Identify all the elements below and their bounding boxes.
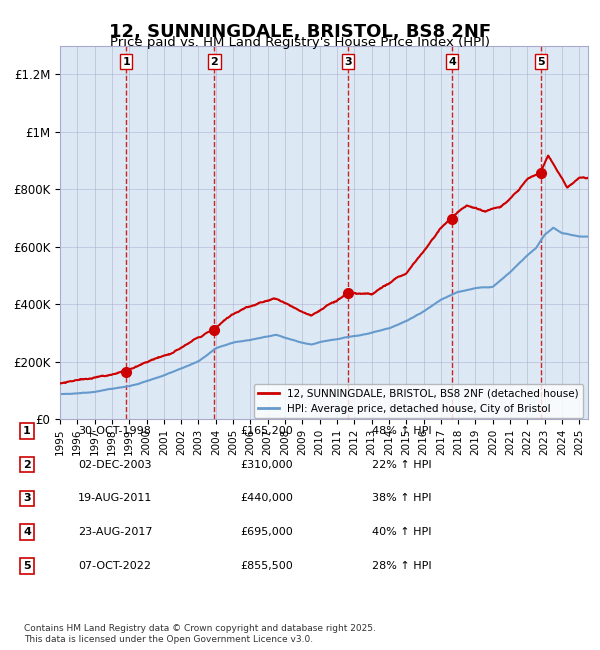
- Text: £855,500: £855,500: [240, 561, 293, 571]
- Text: 5: 5: [23, 561, 31, 571]
- Text: 30-OCT-1998: 30-OCT-1998: [78, 426, 151, 436]
- Text: 2: 2: [211, 57, 218, 67]
- Text: 28% ↑ HPI: 28% ↑ HPI: [372, 561, 431, 571]
- Text: 23-AUG-2017: 23-AUG-2017: [78, 527, 152, 537]
- Text: 3: 3: [344, 57, 352, 67]
- Text: 22% ↑ HPI: 22% ↑ HPI: [372, 460, 431, 469]
- Text: £440,000: £440,000: [240, 493, 293, 503]
- Text: 12, SUNNINGDALE, BRISTOL, BS8 2NF: 12, SUNNINGDALE, BRISTOL, BS8 2NF: [109, 23, 491, 41]
- Text: Contains HM Land Registry data © Crown copyright and database right 2025.
This d: Contains HM Land Registry data © Crown c…: [24, 624, 376, 644]
- Text: 40% ↑ HPI: 40% ↑ HPI: [372, 527, 431, 537]
- Text: 2: 2: [23, 460, 31, 469]
- Text: 3: 3: [23, 493, 31, 503]
- Text: 02-DEC-2003: 02-DEC-2003: [78, 460, 151, 469]
- Text: £695,000: £695,000: [240, 527, 293, 537]
- Text: 07-OCT-2022: 07-OCT-2022: [78, 561, 151, 571]
- Text: 5: 5: [537, 57, 545, 67]
- Legend: 12, SUNNINGDALE, BRISTOL, BS8 2NF (detached house), HPI: Average price, detached: 12, SUNNINGDALE, BRISTOL, BS8 2NF (detac…: [254, 384, 583, 418]
- Text: 38% ↑ HPI: 38% ↑ HPI: [372, 493, 431, 503]
- Text: 1: 1: [122, 57, 130, 67]
- Text: 48% ↑ HPI: 48% ↑ HPI: [372, 426, 431, 436]
- Text: Price paid vs. HM Land Registry's House Price Index (HPI): Price paid vs. HM Land Registry's House …: [110, 36, 490, 49]
- Text: £310,000: £310,000: [240, 460, 293, 469]
- Text: 4: 4: [448, 57, 456, 67]
- Text: £165,200: £165,200: [240, 426, 293, 436]
- Text: 4: 4: [23, 527, 31, 537]
- Text: 1: 1: [23, 426, 31, 436]
- Text: 19-AUG-2011: 19-AUG-2011: [78, 493, 152, 503]
